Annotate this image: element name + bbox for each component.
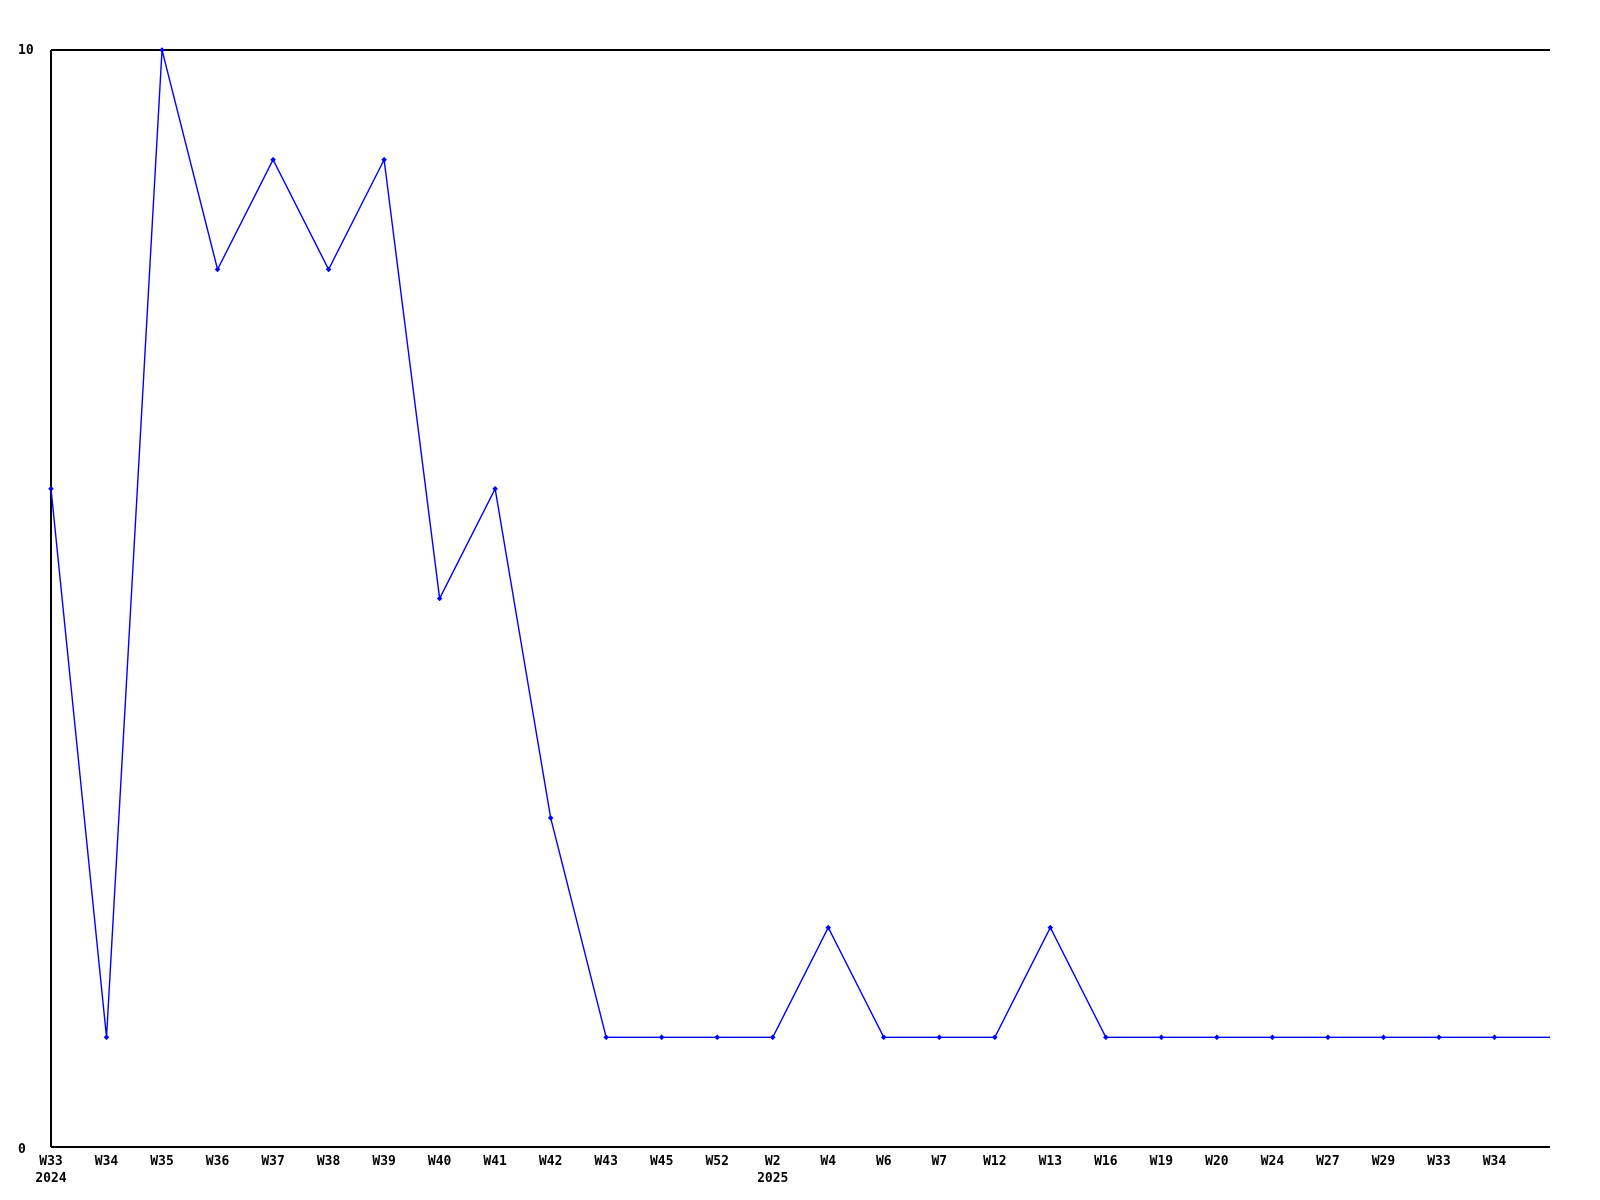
x-tick-label: W13 [1038,1154,1063,1169]
y-axis-max-label: 10 [18,43,34,58]
x-tick-label: W29 [1371,1154,1396,1169]
data-point-marker [103,1034,110,1041]
x-tick-label: W41 [483,1154,507,1169]
x-tick-label: W34 [1482,1154,1507,1169]
x-tick-label: W38 [316,1154,341,1169]
x-tick-label: W4 [820,1154,837,1169]
data-point-marker [1269,1034,1276,1041]
x-tick-label: W33 [39,1154,63,1169]
x-tick-label: W33 [1427,1154,1451,1169]
x-tick-label: W36 [205,1154,230,1169]
data-point-marker [159,47,165,53]
y-axis-min-label: 0 [18,1142,26,1157]
x-axis-year-label: 2024 [35,1171,67,1186]
x-tick-label: W52 [705,1154,729,1169]
x-tick-label: W12 [983,1154,1007,1169]
data-point-marker [492,486,498,492]
x-tick-label: W7 [931,1154,948,1169]
data-point-marker [1047,924,1054,931]
data-point-marker [436,595,443,602]
data-point-marker [325,266,332,273]
data-point-marker [547,815,554,821]
x-tick-label: W2 [764,1154,781,1169]
data-point-marker [992,1034,998,1041]
x-tick-label: W40 [427,1154,452,1169]
data-point-marker [1214,1034,1220,1041]
data-point-marker [48,486,54,492]
data-point-marker [270,156,276,163]
x-tick-label: W19 [1149,1154,1174,1169]
data-point-marker [714,1034,721,1041]
data-point-marker [214,266,221,273]
data-point-marker [936,1034,943,1041]
chart-axes [50,49,1550,1148]
x-tick-label: W34 [94,1154,119,1169]
x-tick-label: W6 [875,1154,892,1169]
data-point-marker [825,924,832,931]
data-point-marker [1325,1034,1331,1041]
data-point-marker [1380,1034,1387,1041]
data-line [50,49,1550,1039]
data-point-marker [1158,1034,1165,1041]
x-tick-label: W43 [594,1154,618,1169]
x-tick-label: W27 [1316,1154,1340,1169]
x-tick-label: W45 [649,1154,674,1169]
x-tick-label: W39 [372,1154,396,1169]
x-tick-label: W37 [261,1154,285,1169]
data-point-marker [658,1034,665,1041]
x-tick-label: W24 [1260,1154,1285,1169]
x-tick-label: W20 [1205,1154,1229,1169]
x-tick-label: W16 [1094,1154,1118,1169]
x-tick-label: W35 [150,1154,174,1169]
data-point-marker [1103,1034,1109,1041]
x-axis-year-label: 2025 [757,1171,789,1186]
data-point-marker [880,1034,887,1041]
x-tick-label: W42 [538,1154,563,1169]
data-point-marker [1491,1034,1498,1041]
data-point-marker [381,156,387,163]
data-point-marker [603,1034,609,1041]
data-point-marker [1436,1034,1442,1041]
data-point-marker [769,1034,776,1041]
